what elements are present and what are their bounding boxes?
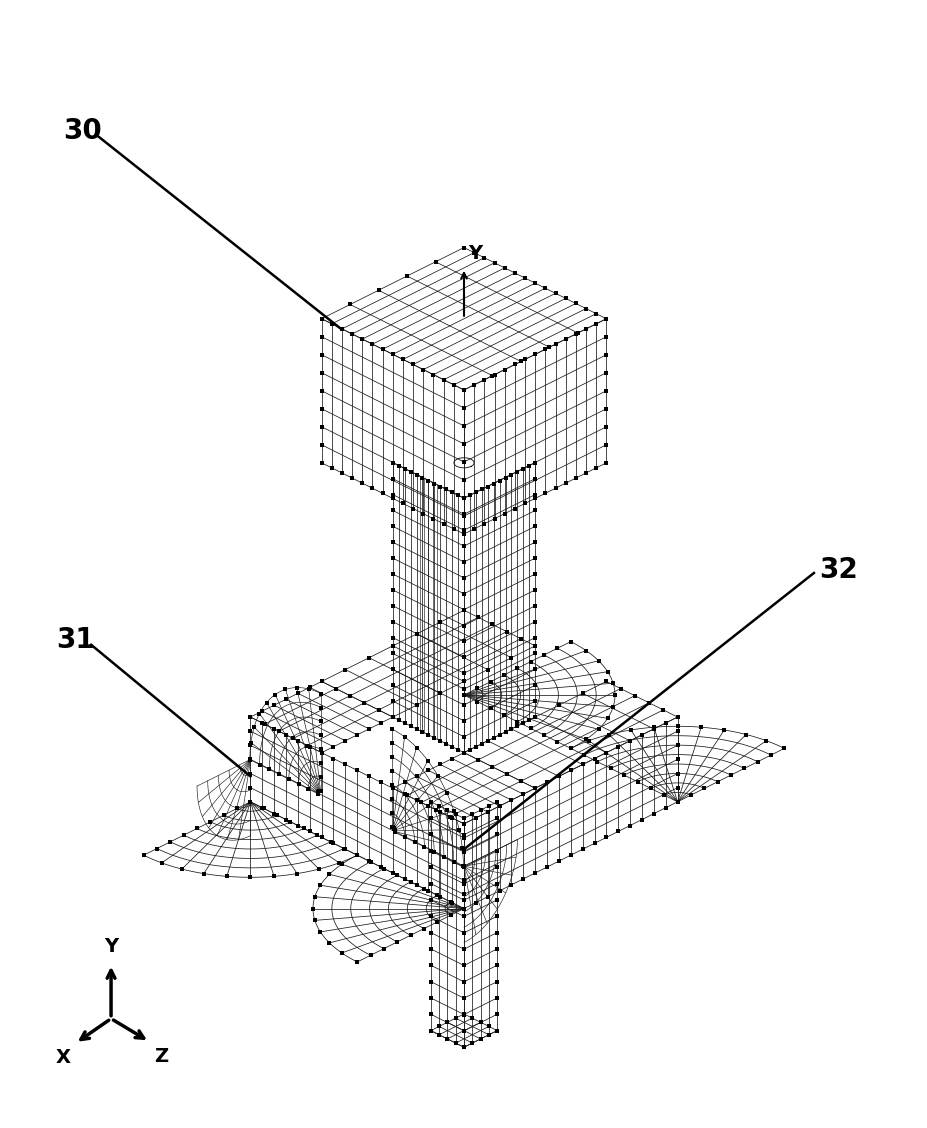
Text: X: X bbox=[56, 1048, 70, 1067]
Text: 31: 31 bbox=[57, 626, 95, 654]
Text: Y: Y bbox=[467, 244, 482, 263]
Text: Y: Y bbox=[104, 937, 118, 955]
Text: 32: 32 bbox=[818, 556, 857, 584]
Text: 30: 30 bbox=[63, 117, 102, 146]
Text: Z: Z bbox=[154, 1047, 169, 1066]
